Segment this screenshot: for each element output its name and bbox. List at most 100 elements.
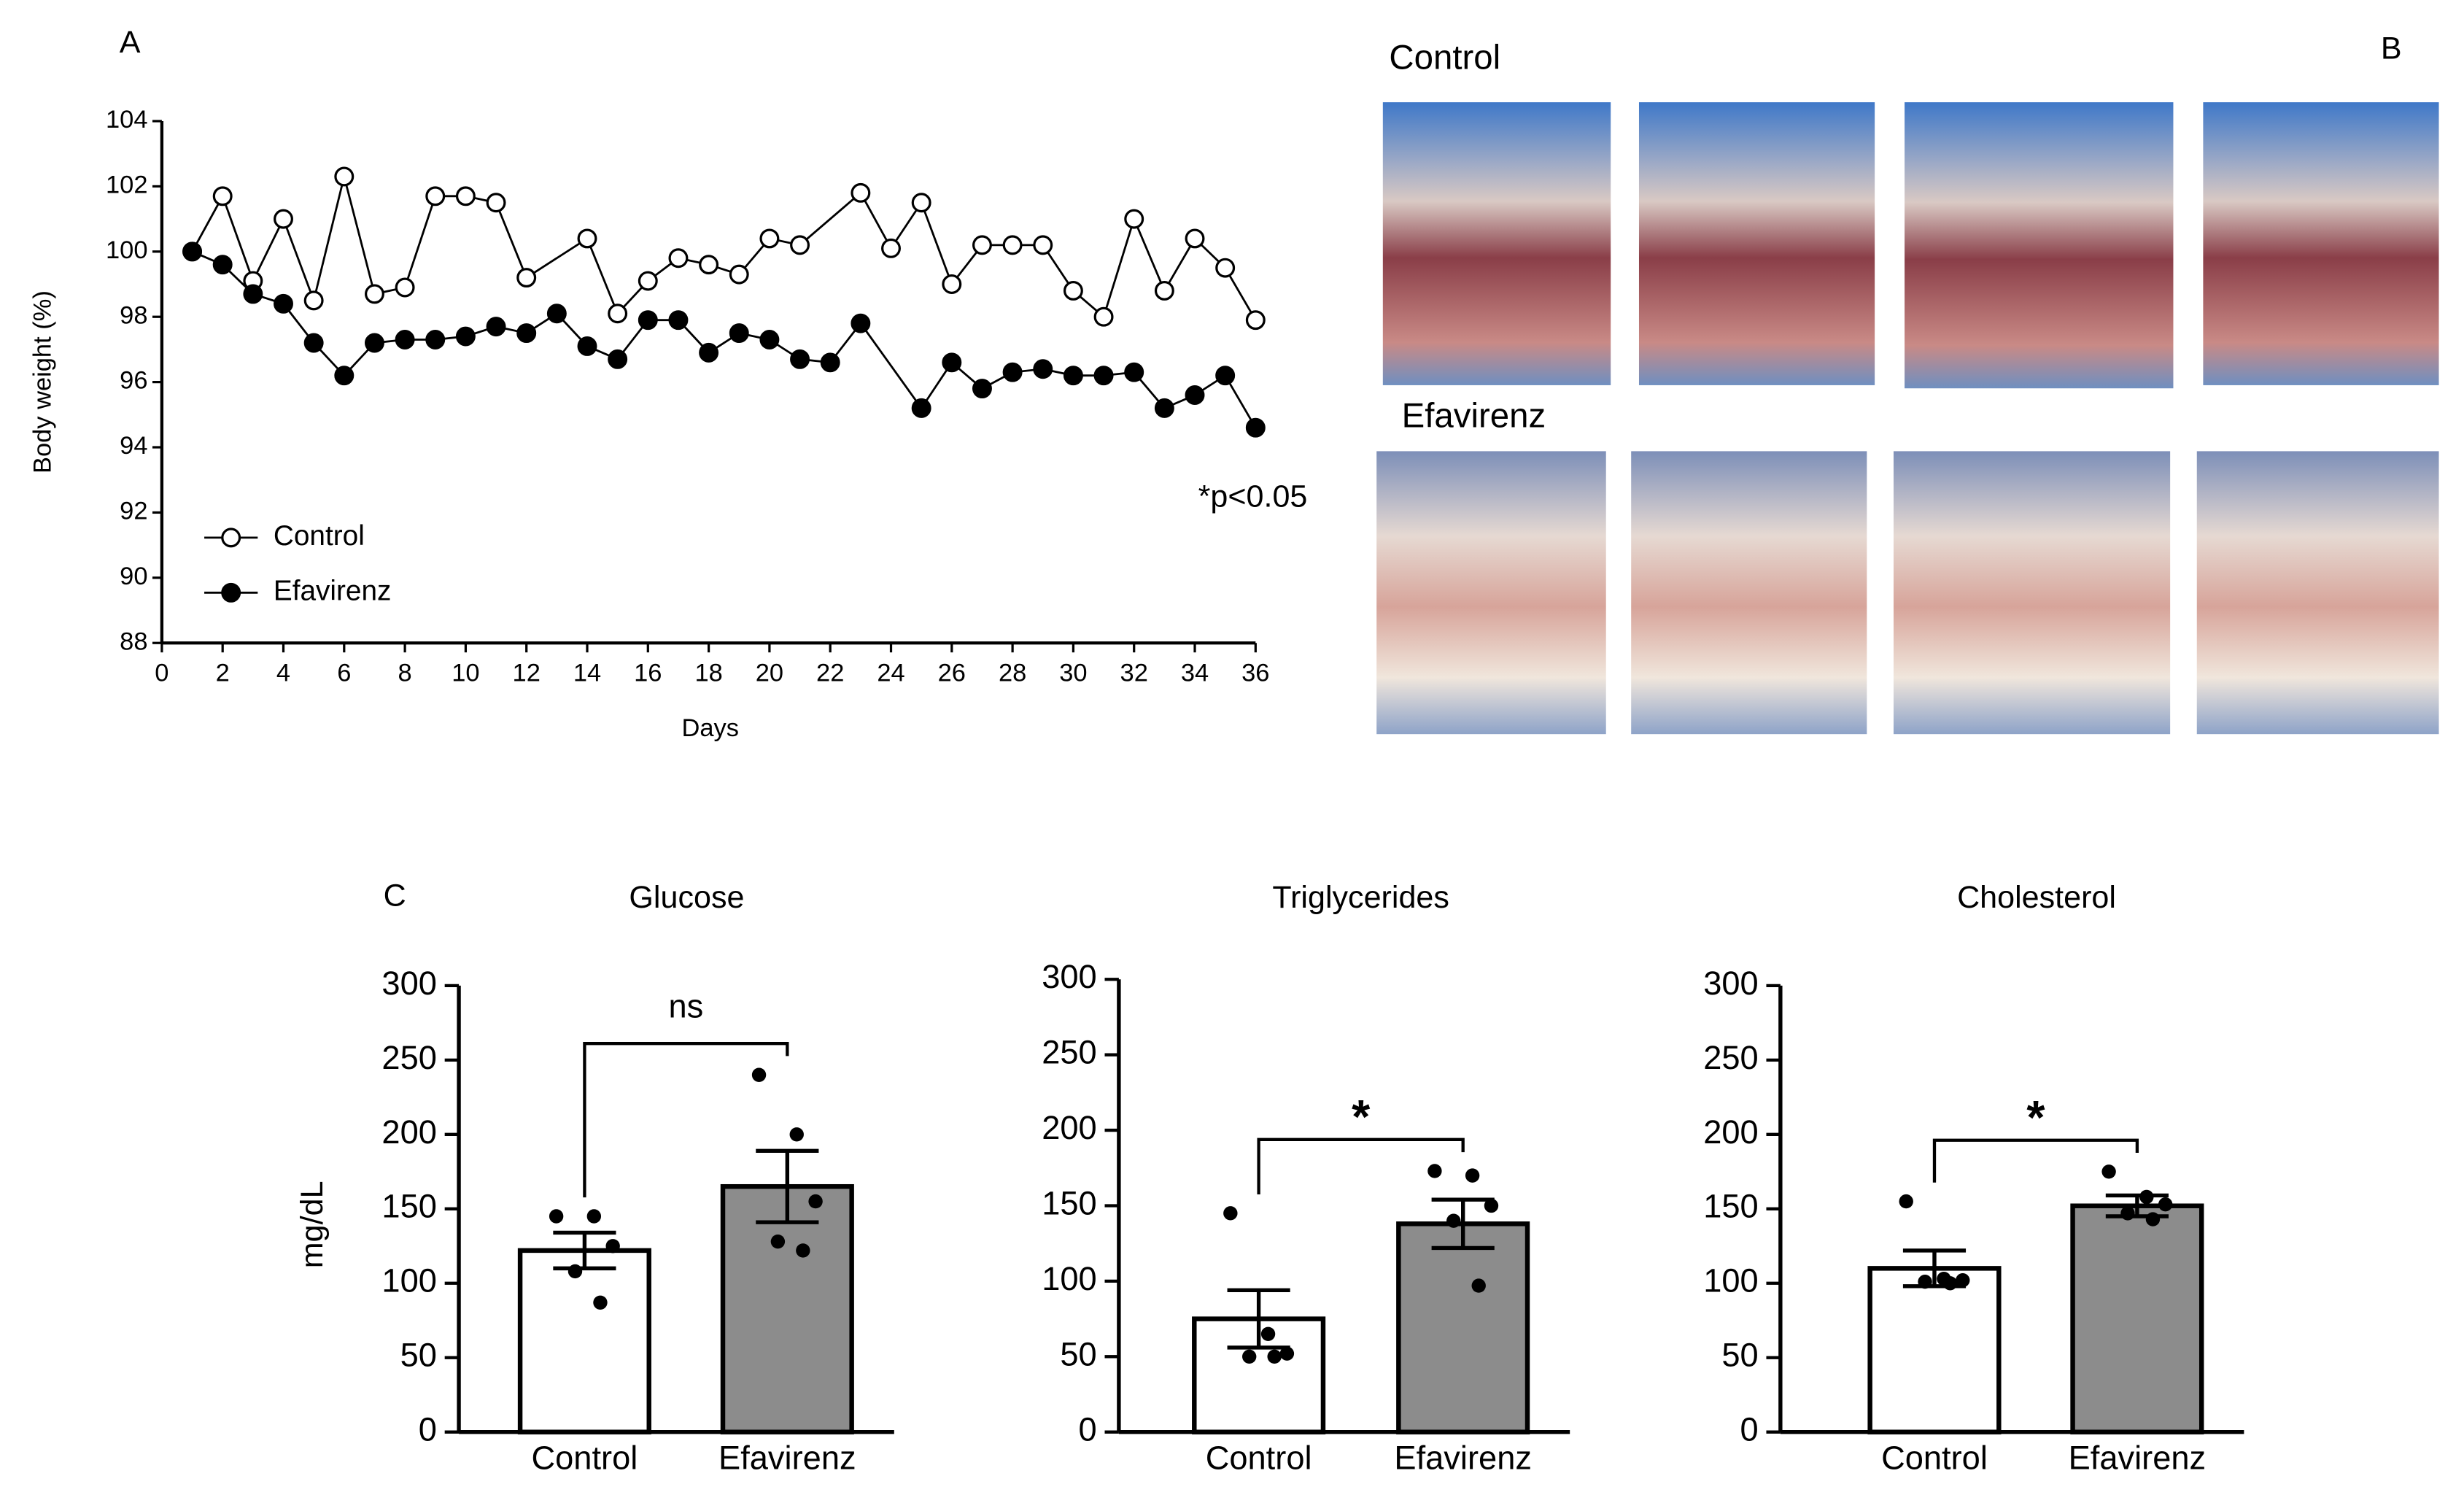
bar xyxy=(517,1248,651,1434)
panel-label: C xyxy=(384,878,406,913)
significance-bracket xyxy=(1932,1138,2139,1183)
series-line xyxy=(191,176,1257,321)
data-point xyxy=(729,323,749,344)
data-point xyxy=(759,228,780,249)
data-point xyxy=(942,352,962,373)
photo xyxy=(2203,102,2439,385)
data-point xyxy=(790,349,810,369)
data-point xyxy=(486,317,506,337)
x-tick-label: Efavirenz xyxy=(2069,1439,2207,1476)
x-tick-label: 26 xyxy=(938,659,966,687)
data-point xyxy=(851,182,871,203)
chart-title: Triglycerides xyxy=(1272,880,1449,915)
data-point xyxy=(808,1194,823,1209)
data-point xyxy=(881,238,901,258)
data-point xyxy=(1223,1206,1238,1221)
data-point xyxy=(455,326,476,347)
x-tick-label: 8 xyxy=(398,659,412,687)
y-tick-label: 96 xyxy=(120,367,147,395)
photo xyxy=(1638,102,1875,385)
y-tick-label: 0 xyxy=(1079,1411,1097,1448)
data-point xyxy=(638,271,658,291)
data-point xyxy=(972,235,992,255)
legend-marker xyxy=(221,528,241,548)
data-point xyxy=(395,330,415,349)
x-tick-label: 0 xyxy=(155,659,168,687)
data-point xyxy=(1215,258,1236,278)
x-tick-label: 16 xyxy=(634,659,662,687)
data-point xyxy=(1124,209,1144,229)
data-point xyxy=(1002,362,1023,382)
data-point xyxy=(699,342,719,363)
chart-title: Glucose xyxy=(629,880,744,915)
error-bar xyxy=(1227,1288,1290,1350)
data-point xyxy=(577,228,597,249)
data-point xyxy=(1185,228,1205,249)
data-point xyxy=(1260,1326,1276,1341)
data-point xyxy=(303,290,324,311)
y-tick-label: 250 xyxy=(1703,1039,1758,1076)
y-tick-label: 250 xyxy=(381,1039,436,1076)
data-point xyxy=(911,193,931,213)
data-point xyxy=(820,352,840,373)
photo xyxy=(1382,102,1611,385)
data-point xyxy=(972,379,992,399)
x-tick-label: 18 xyxy=(694,659,722,687)
data-point xyxy=(911,398,931,418)
y-tick-label: 102 xyxy=(106,171,147,199)
data-point xyxy=(334,366,355,386)
y-tick-label: 100 xyxy=(106,236,147,264)
y-tick-label: 0 xyxy=(1740,1411,1759,1448)
legend-label: Control xyxy=(274,520,365,552)
data-point xyxy=(2101,1164,2116,1179)
data-point xyxy=(1185,385,1205,405)
data-point xyxy=(729,264,749,285)
y-tick-label: 98 xyxy=(120,301,147,329)
y-tick-label: 94 xyxy=(120,432,147,460)
legend-label: Efavirenz xyxy=(274,576,392,607)
y-tick-label: 150 xyxy=(1703,1188,1758,1225)
data-point xyxy=(243,284,263,304)
data-point xyxy=(364,333,384,353)
photo xyxy=(1893,451,2171,735)
data-point xyxy=(790,235,810,255)
error-bar xyxy=(1431,1197,1495,1251)
data-point xyxy=(1154,280,1174,301)
data-point xyxy=(770,1234,786,1249)
photo xyxy=(1631,451,1867,735)
data-point xyxy=(516,268,537,288)
data-point xyxy=(2145,1212,2161,1226)
significance-label: * xyxy=(1352,1090,1371,1143)
data-point xyxy=(1033,235,1053,255)
data-point xyxy=(1033,359,1053,379)
data-point xyxy=(605,1239,620,1253)
data-point xyxy=(1093,366,1114,386)
y-axis-label: Body weight (%) xyxy=(28,290,56,474)
data-point xyxy=(942,274,962,294)
data-point xyxy=(1465,1168,1480,1183)
data-point xyxy=(586,1209,602,1224)
y-tick-label: 50 xyxy=(400,1337,437,1374)
data-point xyxy=(2158,1197,2173,1212)
error-bar xyxy=(553,1230,616,1271)
x-tick-label: Efavirenz xyxy=(1394,1439,1532,1476)
significance-bracket xyxy=(1257,1137,1465,1194)
x-tick-label: 36 xyxy=(1241,659,1269,687)
x-tick-label: 2 xyxy=(216,659,230,687)
x-tick-label: 22 xyxy=(816,659,844,687)
x-tick-label: 10 xyxy=(452,659,479,687)
photo-row-label: Efavirenz xyxy=(1402,397,1546,436)
y-tick-label: 90 xyxy=(120,563,147,590)
data-point xyxy=(1245,310,1266,331)
data-point xyxy=(1918,1275,1932,1289)
error-bar xyxy=(756,1148,819,1224)
bar xyxy=(1396,1221,1530,1434)
data-point xyxy=(425,330,446,349)
data-point xyxy=(546,304,567,324)
data-point xyxy=(608,304,628,324)
data-point xyxy=(759,330,780,349)
bar xyxy=(2070,1203,2204,1434)
y-tick-label: 100 xyxy=(1703,1262,1758,1299)
y-tick-label: 300 xyxy=(381,965,436,1002)
data-point xyxy=(182,242,203,262)
